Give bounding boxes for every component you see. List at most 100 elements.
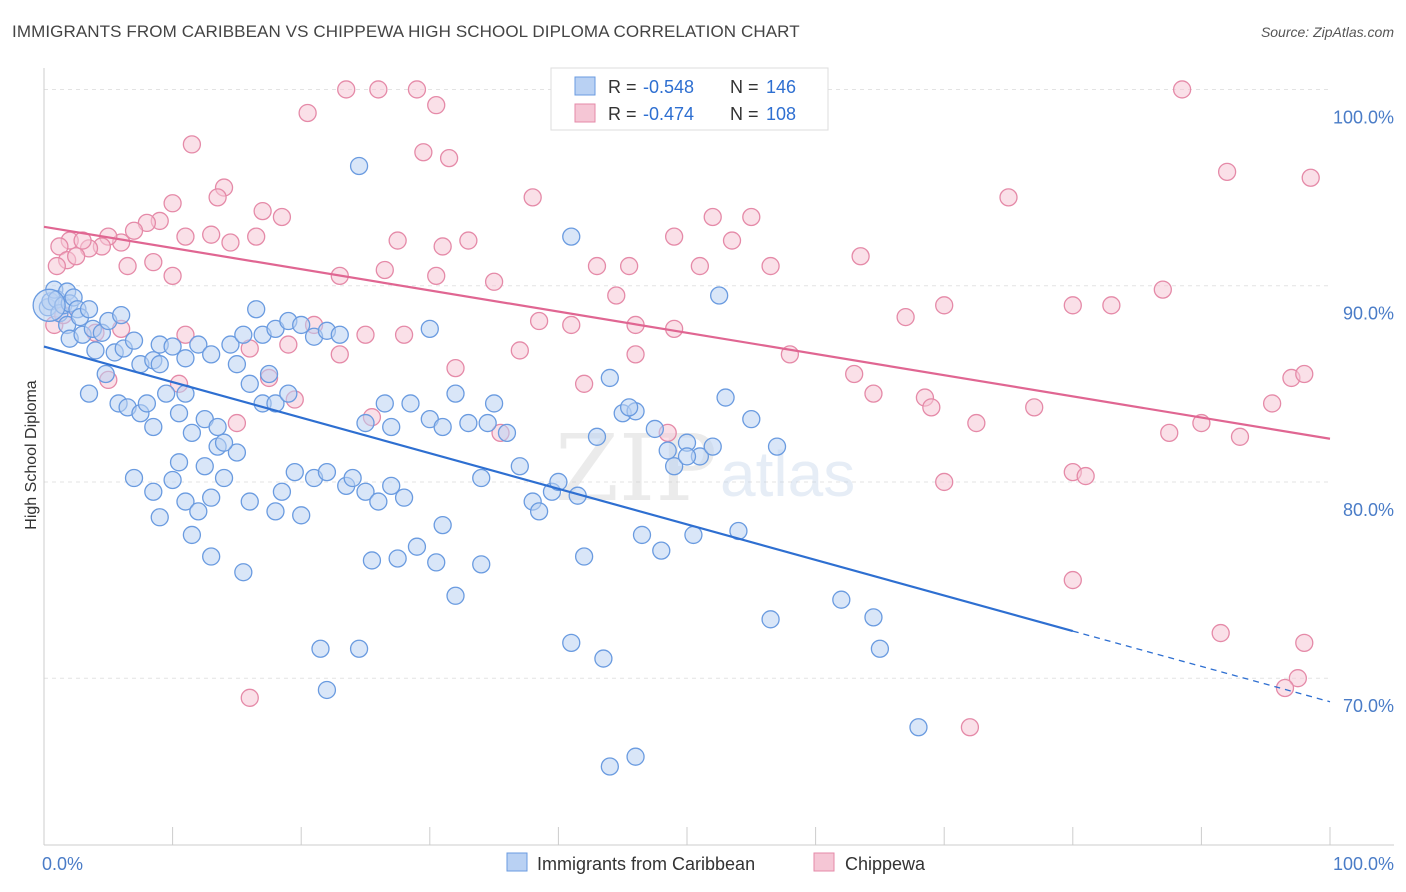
caribbean-point xyxy=(549,472,568,492)
chippewa-point xyxy=(1217,162,1237,182)
legend-swatch-pink xyxy=(574,103,596,123)
caribbean-point xyxy=(484,394,504,413)
caribbean-point xyxy=(664,457,684,476)
caribbean-point xyxy=(79,300,99,319)
series-legend-swatch-pink xyxy=(813,852,835,872)
caribbean-point xyxy=(864,608,883,627)
caribbean-point xyxy=(247,300,266,319)
caribbean-point xyxy=(86,341,105,360)
caribbean-point xyxy=(240,492,259,511)
source-credit: Source: ZipAtlas.com xyxy=(1260,24,1394,40)
legend-n-label-2: N = xyxy=(730,104,759,124)
chippewa-point xyxy=(1211,623,1230,643)
chippewa-points xyxy=(45,80,1320,737)
caribbean-point xyxy=(587,427,607,446)
chippewa-point xyxy=(845,364,864,384)
caribbean-point xyxy=(742,409,761,429)
caribbean-point xyxy=(266,394,285,413)
caribbean-point xyxy=(433,417,452,437)
caribbean-point xyxy=(652,541,671,560)
caribbean-point xyxy=(407,537,427,556)
caribbean-point xyxy=(227,355,247,374)
chippewa-point xyxy=(1295,364,1314,384)
caribbean-point xyxy=(292,315,311,335)
caribbean-trend-extension xyxy=(1072,630,1331,703)
caribbean-point xyxy=(202,345,221,364)
caribbean-point xyxy=(574,547,594,566)
caribbean-point xyxy=(202,488,221,507)
caribbean-point xyxy=(32,288,66,322)
caribbean-trend-line xyxy=(43,345,1074,633)
legend-r-label-2: R = xyxy=(608,104,637,124)
y-axis-label: High School Diploma xyxy=(23,380,40,530)
caribbean-point xyxy=(202,547,221,566)
caribbean-point xyxy=(182,525,202,545)
chippewa-point xyxy=(67,247,86,266)
caribbean-point xyxy=(317,680,337,700)
chippewa-point xyxy=(1295,633,1314,653)
chippewa-point xyxy=(851,247,870,266)
caribbean-point xyxy=(214,468,234,488)
chippewa-point xyxy=(1025,398,1044,417)
chippewa-point xyxy=(427,95,446,115)
chippewa-point xyxy=(960,718,980,737)
caribbean-point xyxy=(619,398,639,417)
chippewa-point xyxy=(176,227,195,246)
caribbean-point xyxy=(266,502,285,521)
caribbean-point xyxy=(137,394,157,413)
chippewa-point xyxy=(388,231,407,250)
caribbean-point xyxy=(427,553,446,572)
chippewa-point xyxy=(407,80,427,99)
caribbean-point xyxy=(362,551,382,570)
chippewa-point xyxy=(1230,427,1250,446)
caribbean-point xyxy=(645,419,664,439)
chippewa-point xyxy=(999,188,1018,207)
stats-legend: R = -0.548 N = 146 R = -0.474 N = 108 xyxy=(550,67,829,131)
caribbean-point xyxy=(761,610,780,629)
chippewa-point xyxy=(1076,466,1095,486)
caribbean-point xyxy=(594,649,613,668)
legend-n-value-2: 108 xyxy=(766,104,796,124)
chippewa-point xyxy=(574,374,594,393)
watermark: ZIP atlas xyxy=(555,415,855,522)
y-tick-label: 80.0% xyxy=(1343,500,1394,520)
chippewa-point xyxy=(619,256,639,276)
watermark-atlas: atlas xyxy=(720,438,855,510)
caribbean-point xyxy=(388,549,407,568)
chippewa-point xyxy=(247,227,266,246)
chippewa-point xyxy=(337,80,356,99)
caribbean-point xyxy=(478,413,497,433)
caribbean-point xyxy=(446,586,465,605)
chippewa-point xyxy=(50,237,69,256)
caribbean-point xyxy=(767,437,787,456)
chippewa-point xyxy=(414,143,433,162)
chippewa-point xyxy=(523,188,542,207)
caribbean-point xyxy=(150,508,169,527)
chippewa-point xyxy=(459,231,478,250)
legend-swatch-blue xyxy=(574,76,596,96)
legend-n-label-1: N = xyxy=(730,77,759,97)
chippewa-point xyxy=(73,231,92,250)
caribbean-point xyxy=(909,718,928,737)
caribbean-point xyxy=(208,417,227,437)
chippewa-point xyxy=(896,307,915,327)
chippewa-point xyxy=(298,103,317,123)
caribbean-point xyxy=(163,337,182,356)
caribbean-point xyxy=(317,462,337,482)
y-tick-labels: 100.0% 90.0% 80.0% 70.0% xyxy=(1333,107,1394,716)
chippewa-point xyxy=(935,296,954,315)
chippewa-point xyxy=(356,325,375,344)
caribbean-point xyxy=(600,368,619,388)
caribbean-point xyxy=(343,468,362,488)
caribbean-point xyxy=(394,488,414,507)
chippewa-point xyxy=(1153,280,1172,299)
legend-r-label-1: R = xyxy=(608,77,637,97)
chippewa-point xyxy=(208,188,227,207)
caribbean-point xyxy=(658,441,677,460)
chippewa-point xyxy=(433,237,452,256)
series-legend-swatch-blue xyxy=(506,852,528,872)
chippewa-point xyxy=(240,688,259,707)
caribbean-point xyxy=(169,404,189,423)
chippewa-point xyxy=(182,135,202,154)
chippewa-point xyxy=(202,225,221,244)
